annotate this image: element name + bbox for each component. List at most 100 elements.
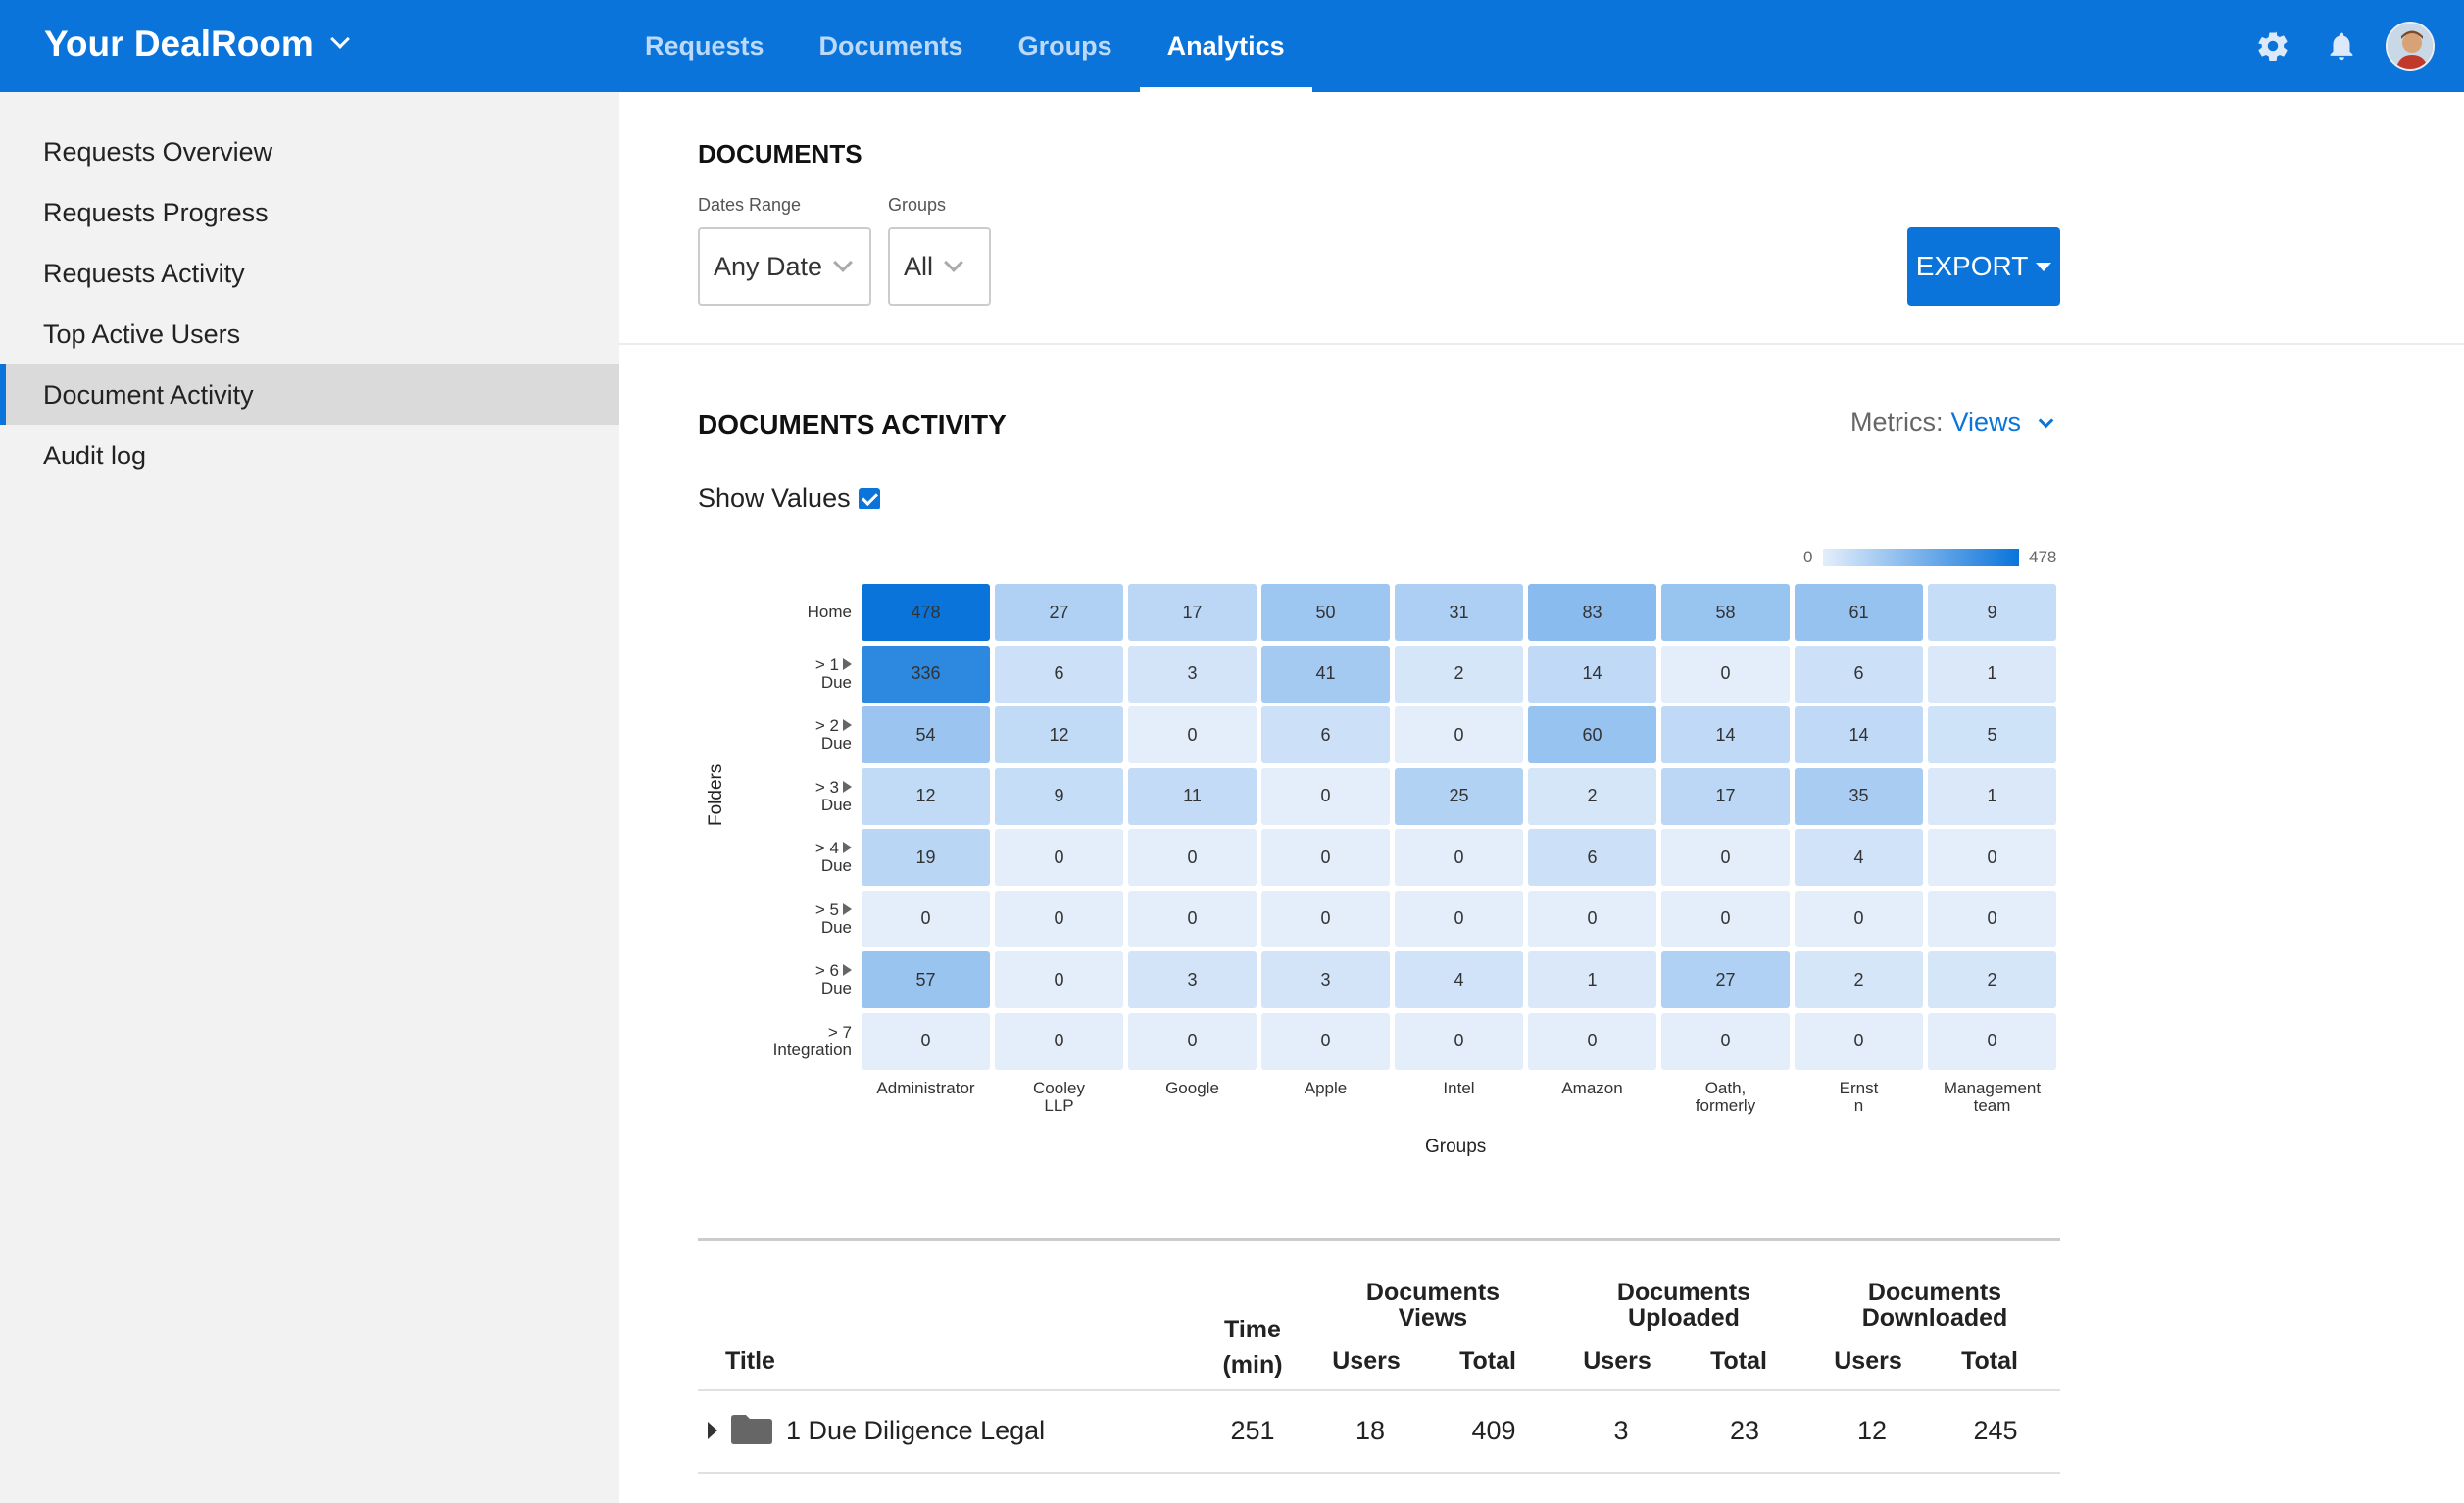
sidebar-item-top-active-users[interactable]: Top Active Users [0,304,619,364]
heatmap-cell[interactable]: 17 [1661,767,1790,825]
heatmap-cell[interactable]: 60 [1528,706,1656,763]
heatmap-cell[interactable]: 0 [1528,890,1656,947]
heatmap-cell[interactable]: 4 [1395,951,1523,1008]
tab-documents[interactable]: Documents [818,30,963,61]
show-values-checkbox[interactable] [858,487,880,509]
heatmap-cell[interactable]: 0 [1395,1012,1523,1070]
heatmap-cell[interactable]: 54 [862,706,990,763]
heatmap-cell[interactable]: 2 [1928,951,2056,1008]
heatmap-cell[interactable]: 0 [1661,890,1790,947]
heatmap-cell[interactable]: 31 [1395,584,1523,641]
heatmap-cell[interactable]: 1 [1528,951,1656,1008]
heatmap-cell[interactable]: 1 [1928,645,2056,703]
heatmap-cell[interactable]: 478 [862,584,990,641]
heatmap-cell[interactable]: 3 [1128,645,1257,703]
folder-expand-icon[interactable] [843,780,852,793]
heatmap-cell[interactable]: 0 [1128,890,1257,947]
heatmap-cell[interactable]: 25 [1395,767,1523,825]
heatmap-cell[interactable]: 3 [1261,951,1390,1008]
sidebar-item-requests-progress[interactable]: Requests Progress [0,182,619,243]
heatmap-cell[interactable]: 27 [1661,951,1790,1008]
heatmap-cell[interactable]: 2 [1395,645,1523,703]
heatmap-cell[interactable]: 50 [1261,584,1390,641]
tab-analytics[interactable]: Analytics [1139,0,1312,92]
user-menu-button[interactable] [2376,0,2444,92]
heatmap-cell[interactable]: 6 [1795,645,1923,703]
sidebar-item-audit-log[interactable]: Audit log [0,425,619,486]
heatmap-cell[interactable]: 0 [1395,890,1523,947]
folder-expand-icon[interactable] [843,842,852,853]
sidebar-item-requests-overview[interactable]: Requests Overview [0,121,619,182]
heatmap-cell[interactable]: 58 [1661,584,1790,641]
heatmap-cell[interactable]: 0 [995,1012,1123,1070]
notifications-button[interactable] [2307,0,2376,92]
heatmap-cell[interactable]: 0 [1261,829,1390,886]
dates-range-select[interactable]: Any Date [698,227,871,306]
export-button[interactable]: EXPORT [1907,227,2060,306]
heatmap-cell[interactable]: 0 [995,890,1123,947]
heatmap-cell[interactable]: 0 [1395,829,1523,886]
heatmap-cell[interactable]: 9 [1928,584,2056,641]
heatmap-cell[interactable]: 14 [1795,706,1923,763]
heatmap-cell[interactable]: 0 [1528,1012,1656,1070]
heatmap-cell[interactable]: 57 [862,951,990,1008]
heatmap-cell[interactable]: 0 [1661,1012,1790,1070]
heatmap-cell[interactable]: 0 [1795,1012,1923,1070]
heatmap-cell[interactable]: 0 [862,1012,990,1070]
heatmap-cell[interactable]: 83 [1528,584,1656,641]
folder-expand-icon[interactable] [843,902,852,915]
heatmap-cell[interactable]: 41 [1261,645,1390,703]
groups-select[interactable]: All [888,227,991,306]
sidebar-item-requests-activity[interactable]: Requests Activity [0,243,619,304]
heatmap-cell[interactable]: 27 [995,584,1123,641]
heatmap-cell[interactable]: 35 [1795,767,1923,825]
heatmap-cell[interactable]: 0 [1928,829,2056,886]
heatmap-cell[interactable]: 6 [1261,706,1390,763]
heatmap-cell[interactable]: 0 [1661,829,1790,886]
heatmap-cell[interactable]: 0 [1261,890,1390,947]
heatmap-cell[interactable]: 17 [1128,584,1257,641]
heatmap-cell[interactable]: 0 [1395,706,1523,763]
brand-dropdown[interactable]: Your DealRoom [44,24,350,65]
heatmap-cell[interactable]: 4 [1795,829,1923,886]
heatmap-cell[interactable]: 12 [995,706,1123,763]
heatmap-cell[interactable]: 1 [1928,767,2056,825]
heatmap-cell[interactable]: 3 [1128,951,1257,1008]
heatmap-cell[interactable]: 0 [1795,890,1923,947]
tab-requests[interactable]: Requests [645,30,764,61]
chevron-down-icon[interactable] [2038,412,2054,429]
heatmap-cell[interactable]: 0 [995,951,1123,1008]
folder-expand-icon[interactable] [843,964,852,976]
heatmap-cell[interactable]: 61 [1795,584,1923,641]
heatmap-cell[interactable]: 6 [995,645,1123,703]
heatmap-cell[interactable]: 2 [1528,767,1656,825]
heatmap-cell[interactable]: 9 [995,767,1123,825]
tab-groups[interactable]: Groups [1017,30,1112,61]
expand-caret-icon[interactable] [708,1422,717,1439]
folder-expand-icon[interactable] [843,719,852,731]
heatmap-cell[interactable]: 11 [1128,767,1257,825]
heatmap-cell[interactable]: 0 [1928,1012,2056,1070]
heatmap-cell[interactable]: 0 [1261,767,1390,825]
heatmap-cell[interactable]: 14 [1528,645,1656,703]
heatmap-cell[interactable]: 0 [1128,1012,1257,1070]
metrics-dropdown[interactable]: Views [1950,408,2022,437]
heatmap-cell[interactable]: 0 [1128,829,1257,886]
heatmap-cell[interactable]: 0 [1661,645,1790,703]
heatmap-cell[interactable]: 5 [1928,706,2056,763]
heatmap-cell[interactable]: 6 [1528,829,1656,886]
heatmap-cell[interactable]: 0 [995,829,1123,886]
folder-expand-icon[interactable] [843,657,852,670]
row-title[interactable]: 1 Due Diligence Legal [786,1416,1046,1445]
heatmap-cell[interactable]: 19 [862,829,990,886]
heatmap-cell[interactable]: 0 [1128,706,1257,763]
sidebar-item-document-activity[interactable]: Document Activity [0,364,619,425]
heatmap-cell[interactable]: 12 [862,767,990,825]
heatmap-cell[interactable]: 336 [862,645,990,703]
heatmap-cell[interactable]: 2 [1795,951,1923,1008]
heatmap-cell[interactable]: 0 [1928,890,2056,947]
heatmap-cell[interactable]: 0 [862,890,990,947]
heatmap-cell[interactable]: 14 [1661,706,1790,763]
heatmap-cell[interactable]: 0 [1261,1012,1390,1070]
settings-button[interactable] [2239,0,2307,92]
